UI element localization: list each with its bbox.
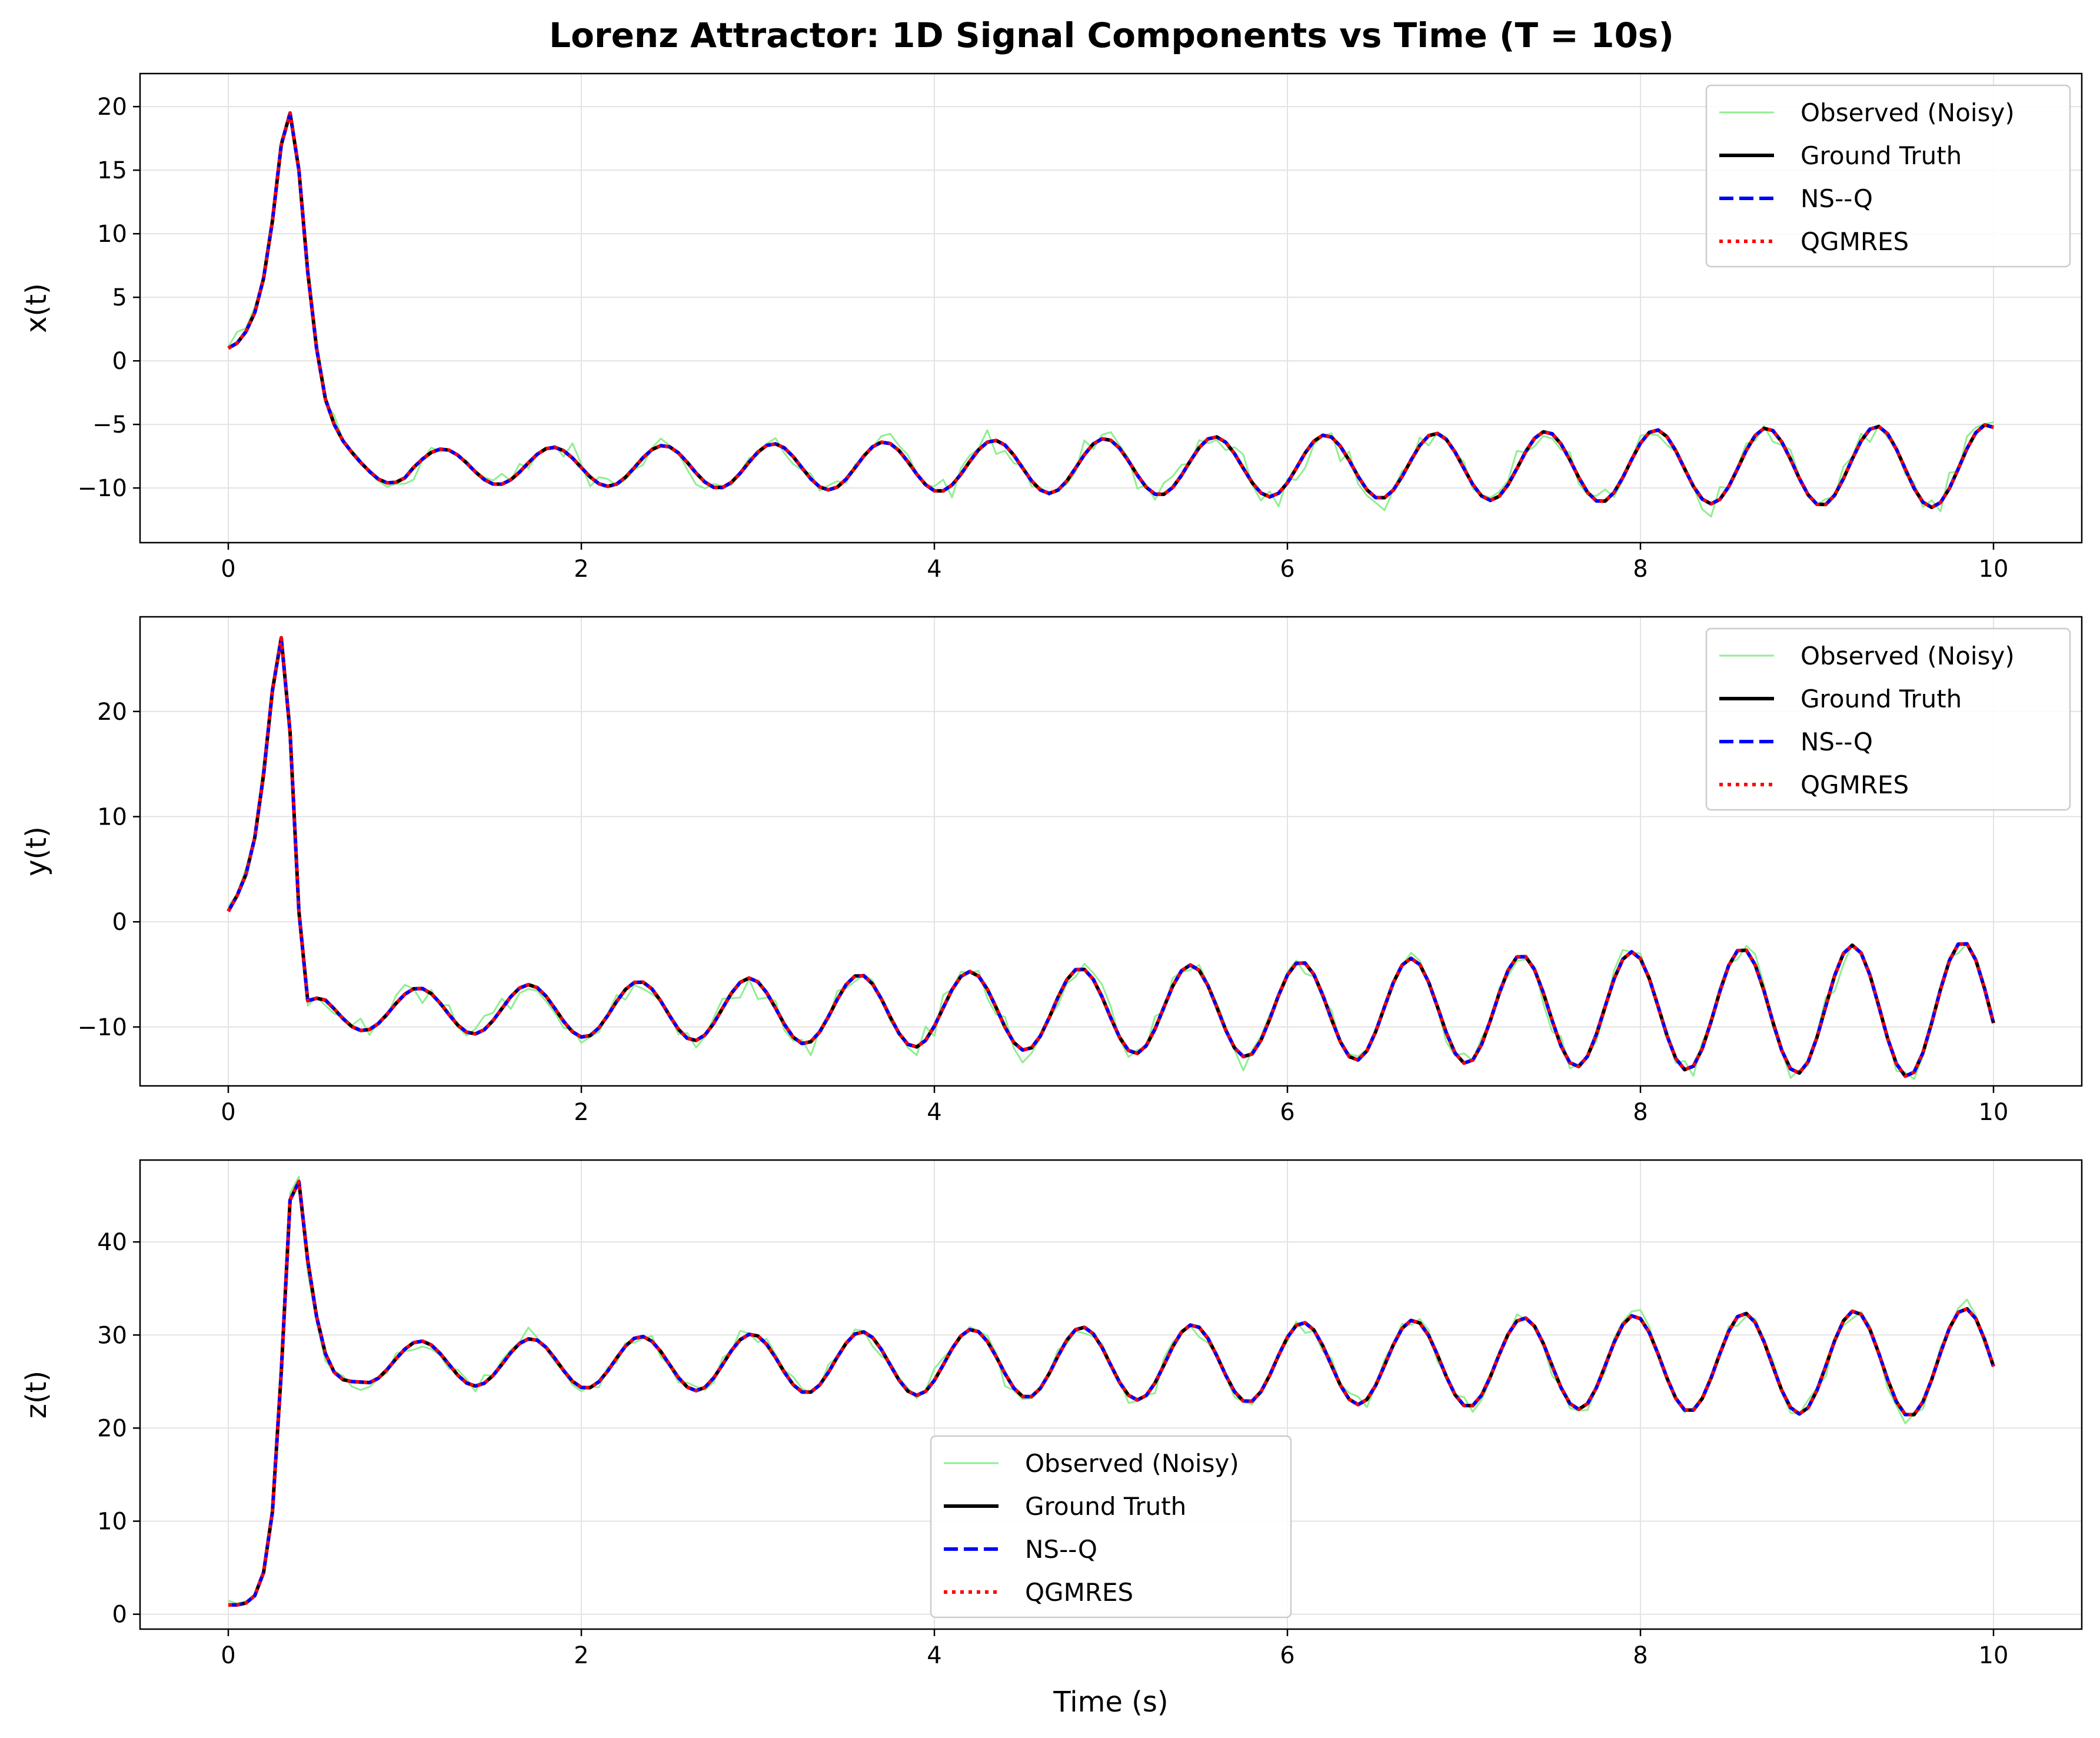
legend-label: Observed (Noisy) [1025,1449,1239,1478]
y-axis-label: z(t) [20,1371,53,1418]
x-tick-label: 6 [1280,556,1294,583]
y-tick-label: 15 [97,157,127,184]
y-axis-label: y(t) [20,826,53,876]
legend-label: Ground Truth [1801,684,1962,713]
series-x-qgmres [227,111,1994,510]
y-tick-label: 0 [112,348,127,375]
legend-x: Observed (Noisy) Ground Truth NS--Q QGMRES [1705,84,2071,268]
axes-frame [139,1159,2083,1630]
panel-z: 0 2 4 6 8 10 0 10 20 30 40 z(t) Time (s) Observed (No… [20,1159,2083,1719]
y-tick-label: 10 [97,804,127,831]
series-y-ns-q [227,636,1995,1078]
y-tick-label: 0 [112,909,127,936]
y-tick-label: −10 [78,1014,127,1041]
x-tick-label: 8 [1633,1099,1648,1126]
legend-box [930,1435,1292,1619]
x-axis-label: Time (s) [1053,1686,1168,1719]
panel-x: 0 2 4 6 8 10 −10 −5 0 5 10 15 20 x(t) Observed (Noisy)… [20,72,2083,583]
series-z-qgmres [228,1179,1995,1607]
legend-label: Ground Truth [1025,1492,1186,1521]
legend-label: QGMRES [1025,1578,1133,1607]
x-tick-label: 10 [1979,1642,2009,1669]
panel-y: 0 2 4 6 8 10 −10 0 10 20 y(t) Observed (Noisy) Groun… [20,616,2083,1126]
y-tick-label: 20 [97,699,127,726]
x-tick-label: 10 [1979,1099,2009,1126]
y-tick-label: 20 [97,1415,127,1442]
x-tick-label: 2 [574,1099,588,1126]
y-tick-label: −10 [78,475,127,502]
y-tick-label: 10 [97,221,127,248]
x-tick-label: 0 [221,1642,235,1669]
x-tick-label: 4 [927,556,941,583]
x-tick-label: 8 [1633,556,1648,583]
legend-label: QGMRES [1801,227,1909,256]
figure-title: Lorenz Attractor: 1D Signal Components v… [549,15,1674,55]
y-tick-label: 20 [97,94,127,121]
y-tick-label: 10 [97,1508,127,1536]
x-tick-label: 2 [574,556,588,583]
axes-frame [139,72,2083,544]
legend-label: Ground Truth [1801,141,1962,170]
x-tick-label: 4 [927,1099,941,1126]
x-tick-label: 0 [221,1099,235,1126]
y-tick-label: 5 [112,284,127,311]
x-tick-label: 0 [221,556,235,583]
x-tick-label: 8 [1633,1642,1648,1669]
x-tick-label: 4 [927,1642,941,1669]
legend-label: Observed (Noisy) [1801,98,2015,127]
legend-label: NS--Q [1801,727,1873,756]
legend-box [1705,627,2071,811]
x-tick-label: 10 [1979,556,2009,583]
legend-label: NS--Q [1801,184,1873,213]
legend-label: QGMRES [1801,770,1909,799]
legend-label: Observed (Noisy) [1801,642,2015,670]
y-tick-label: 30 [97,1322,127,1349]
y-tick-label: 0 [112,1601,127,1629]
x-tick-label: 2 [574,1642,588,1669]
series-x-observed-noisy- [227,111,1994,518]
legend-label: NS--Q [1025,1535,1097,1564]
legend-z: Observed (Noisy) Ground Truth NS--Q QGMRES [930,1435,1292,1619]
legend-y: Observed (Noisy) Ground Truth NS--Q QGMRES [1705,627,2071,811]
legend-box [1705,84,2071,268]
x-tick-label: 6 [1280,1099,1294,1126]
y-axis-label: x(t) [20,283,53,333]
y-tick-label: 40 [97,1229,127,1256]
axes-frame [139,616,2083,1087]
x-tick-label: 6 [1280,1642,1294,1669]
y-tick-label: −5 [92,411,127,438]
